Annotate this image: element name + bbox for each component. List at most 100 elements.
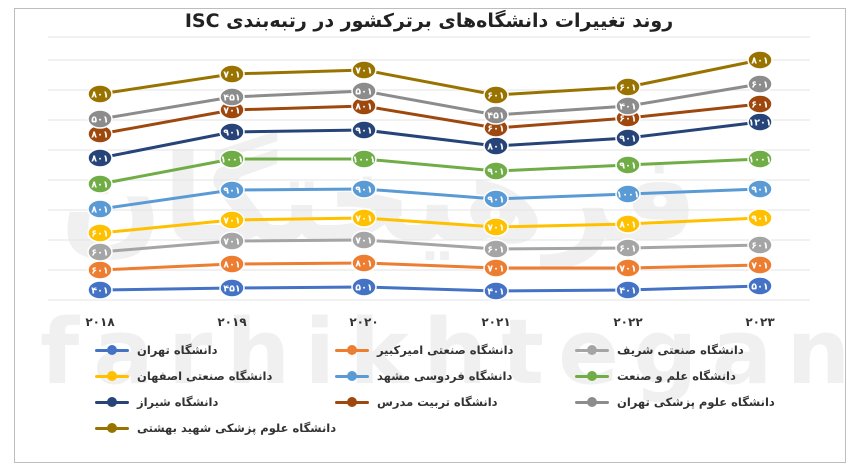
legend-label: دانشگاه صنعتی شریف [617,343,744,357]
data-point [483,85,509,105]
legend-item: دانشگاه علوم پزشکی تهران [575,392,775,412]
series-line [99,238,761,254]
data-point [483,105,509,125]
legend-item: دانشگاه تهران [95,340,217,360]
data-point [87,223,113,243]
data-point [87,109,113,129]
data-point [615,77,641,97]
data-point [87,84,113,104]
data-point [87,174,113,194]
legend-item: دانشگاه شیراز [95,392,218,412]
legend-marker-icon [587,344,597,355]
legend-item: دانشگاه صنعتی امیرکبیر [335,340,513,360]
data-label: ۹۰۱ [223,128,240,139]
legend-marker-icon [347,370,357,381]
data-label: ۸۰۱ [355,259,372,270]
legend-swatch [575,370,609,381]
data-label: ۴۰۱ [619,102,636,113]
data-point [747,94,773,114]
data-label: ۸۰۱ [487,142,504,153]
legend-swatch [335,344,369,355]
data-label: ۷۰۱ [223,237,240,248]
data-label: ۷۰۱ [487,264,504,275]
data-label: ۷۰۱ [355,214,372,225]
legend-label: دانشگاه علوم پزشکی تهران [617,395,775,409]
data-label: ۵۰۱ [355,87,372,98]
data-point [219,210,245,230]
data-point [747,149,773,169]
data-point [615,96,641,116]
data-point [351,253,377,273]
data-point [351,208,377,228]
legend-swatch [335,396,369,407]
legend-item: دانشگاه فردوسی مشهد [335,366,512,386]
data-point [87,280,113,300]
data-label: ۹۰۱ [223,186,240,197]
legend-item: دانشگاه صنعتی شریف [575,340,744,360]
legend-item: دانشگاه علوم پزشکی شهید بهشتی [95,418,336,438]
data-label: ۷۰۱ [223,216,240,227]
data-point [747,235,773,255]
x-tick-label: ۲۰۱۹ [217,315,247,329]
series-line [99,58,761,97]
legend-item: دانشگاه علم و صنعت [575,366,736,386]
data-point [351,120,377,140]
data-point [483,189,509,209]
series-line [99,216,761,235]
data-label: ۹۰۱ [355,185,372,196]
data-label: ۷۰۱ [619,264,636,275]
data-label: ۸۰۱ [91,90,108,101]
data-label: ۶۰۱ [751,241,768,252]
data-point [747,276,773,296]
data-label: ۴۰۱ [487,287,504,298]
data-label: ۶۰۱ [487,245,504,256]
data-point [615,184,641,204]
legend-label: دانشگاه علم و صنعت [617,369,736,383]
data-label: ۶۰۱ [91,229,108,240]
data-point [615,280,641,300]
legend-item: دانشگاه صنعتی اصفهان [95,366,272,386]
data-label: ۶۰۱ [487,124,504,135]
data-label: ۴۰۱ [91,286,108,297]
legend-marker-icon [107,396,117,407]
legend-marker-icon [347,396,357,407]
data-label: ۹۰۱ [619,134,636,145]
legend-label: دانشگاه علوم پزشکی شهید بهشتی [137,421,337,435]
series-line [99,187,761,211]
legend-label: دانشگاه تهران [137,343,218,357]
data-point [219,231,245,251]
data-point [351,81,377,101]
data-label: ۹۰۱ [619,161,636,172]
data-point [747,255,773,275]
legend-marker-icon [107,344,117,355]
series-line [99,261,761,272]
data-label: ۶۰۱ [619,83,636,94]
legend-label: دانشگاه صنعتی امیرکبیر [377,343,514,357]
series-line [99,120,761,160]
data-label: ۷۰۱ [355,236,372,247]
data-point [219,87,245,107]
data-point [87,199,113,219]
data-label: ۶۰۱ [91,248,108,259]
series-line [99,284,761,293]
data-point [87,242,113,262]
data-label: ۹۰۱ [751,185,768,196]
data-label: ۸۰۱ [91,180,108,191]
data-label: ۱۲۰۱ [748,118,771,129]
data-point [351,60,377,80]
data-point [87,148,113,168]
data-point [351,230,377,250]
x-tick-label: ۲۰۲۰ [349,315,378,329]
data-point [615,155,641,175]
data-label: ۵۰۱ [91,115,108,126]
data-point [615,238,641,258]
legend-marker-icon [107,422,117,433]
legend-marker-icon [107,370,117,381]
data-label: ۴۵۱ [223,284,240,295]
data-point [483,239,509,259]
data-point [747,50,773,70]
legend-label: دانشگاه تربیت مدرس [377,395,498,409]
legend-marker-icon [347,344,357,355]
x-tick-label: ۲۰۲۱ [481,315,510,329]
